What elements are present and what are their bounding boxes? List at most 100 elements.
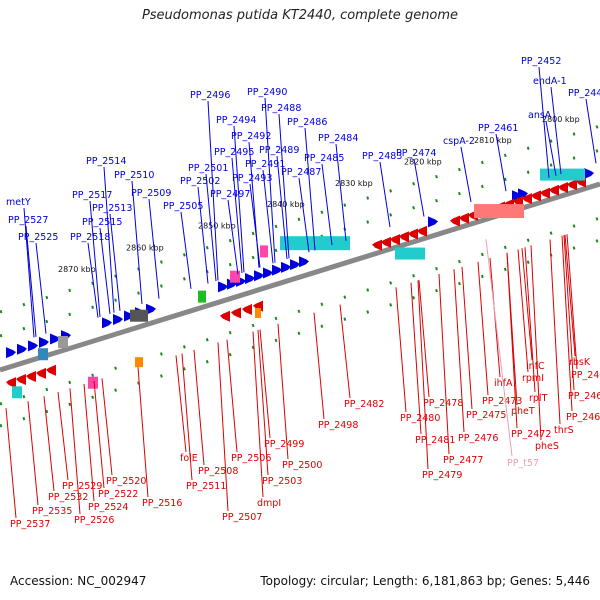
reverse-leader-line: [530, 245, 542, 441]
pink-block: [88, 376, 98, 389]
reverse-gene-label: PP_2481: [415, 435, 455, 446]
forward-gene-label: PP_2474: [396, 148, 436, 159]
reverse-gene-label: PP_2532: [48, 492, 88, 503]
reverse-gene-label: rbsK: [569, 357, 591, 368]
reverse-leader-line: [69, 388, 81, 515]
forward-leader-line: [278, 113, 290, 259]
scale-tick-label: 2850 kbp: [198, 221, 236, 230]
reverse-gene-label: folE: [180, 453, 198, 464]
forward-gene-label: PP_2525: [18, 232, 58, 243]
forward-leader-line: [379, 161, 391, 228]
scale-tick-label: 2860 kbp: [126, 244, 164, 253]
forward-gene: [17, 343, 27, 355]
forward-gene: [299, 256, 309, 268]
orange-block: [255, 307, 261, 318]
forward-leader-line: [545, 120, 557, 176]
reverse-gene-label: PP_2524: [88, 502, 128, 513]
accession-text: Accession: NC_002947: [10, 574, 147, 588]
reverse-gene-label: PP_2516: [142, 498, 182, 509]
forward-leader-line: [495, 133, 507, 192]
forward-leader-line: [207, 100, 219, 281]
reverse-gene: [522, 193, 532, 205]
forward-gene-label: PP_2505: [163, 201, 203, 212]
reverse-leader-line: [477, 261, 489, 396]
forward-gene: [518, 188, 528, 200]
reverse-leader-line: [259, 329, 271, 439]
reverse-gene: [381, 236, 391, 248]
forward-gene-label: PP_2510: [114, 170, 154, 181]
forward-leader-line: [87, 242, 99, 318]
forward-gene-label: PP_2487: [281, 167, 321, 178]
cyan-block: [12, 386, 22, 399]
forward-leader-line: [131, 180, 143, 305]
reverse-leader-line: [93, 380, 105, 489]
reverse-leader-line: [226, 339, 238, 453]
forward-leader-line: [148, 198, 160, 299]
forward-gene-label: PP_2517: [72, 190, 112, 201]
forward-gene: [428, 216, 438, 228]
forward-leader-line: [264, 97, 276, 263]
forward-leader-line: [109, 213, 121, 311]
reverse-leader-line: [461, 266, 473, 410]
forward-gene-label: PP_2489: [259, 145, 299, 156]
topology-text: Topology: circular; Length: 6,181,863 bp…: [260, 574, 590, 588]
forward-gene-label: PP_2497: [210, 189, 250, 200]
forward-leader-line: [538, 66, 550, 178]
forward-gene: [124, 310, 134, 322]
gray-block: [58, 336, 68, 349]
reverse-leader-line: [517, 249, 529, 373]
reverse-gene: [26, 370, 36, 382]
forward-leader-line: [233, 125, 245, 273]
scale-tick-label: 2800 kbp: [542, 115, 580, 124]
reverse-leader-line: [418, 280, 430, 398]
reverse-gene: [531, 190, 541, 202]
gray-block: [130, 309, 148, 322]
pink-block: [260, 245, 268, 258]
green-block: [198, 290, 206, 303]
forward-leader-line: [103, 166, 115, 313]
forward-leader-line: [197, 186, 209, 284]
reverse-gene: [558, 182, 568, 194]
reverse-leader-line: [5, 408, 17, 519]
forward-gene: [290, 259, 300, 271]
forward-gene: [584, 167, 594, 179]
reverse-gene: [372, 239, 382, 251]
reverse-gene-label: rplT: [529, 393, 548, 404]
reverse-leader-line: [410, 282, 422, 435]
forward-gene-label: PP_2488: [261, 103, 301, 114]
scale-tick-label: 2810 kbp: [474, 136, 512, 145]
cyan-block: [280, 236, 350, 251]
reverse-gene: [540, 187, 550, 199]
forward-gene: [227, 278, 237, 290]
forward-gene-label: PP_2452: [521, 56, 561, 67]
forward-leader-line: [23, 207, 35, 338]
reverse-leader-line: [83, 383, 95, 502]
forward-gene-label: PP_2514: [86, 156, 126, 167]
forward-gene-label: PP_2485: [304, 153, 344, 164]
orange-block: [135, 357, 143, 368]
reverse-gene: [567, 179, 577, 191]
reverse-leader-line: [563, 235, 575, 391]
reverse-gene-label: PP_2537: [10, 519, 50, 530]
forward-gene-label: cspA-2: [443, 136, 475, 147]
forward-gene: [146, 303, 156, 315]
forward-leader-line: [321, 163, 333, 246]
reverse-gene: [399, 231, 409, 243]
reverse-gene-label: infC: [526, 361, 545, 372]
forward-gene-label: PP_2486: [287, 117, 327, 128]
forward-gene: [281, 261, 291, 273]
reverse-leader-line: [193, 349, 205, 466]
forward-gene-label: PP_2483: [362, 151, 402, 162]
forward-gene-label: PP_2492: [231, 131, 271, 142]
reverse-leader-line: [217, 342, 229, 512]
forward-gene: [50, 333, 60, 345]
forward-gene-label: PP_2496: [190, 90, 230, 101]
reverse-gene: [16, 374, 26, 386]
reverse-leader-line: [57, 391, 69, 481]
forward-leader-line: [99, 227, 111, 314]
forward-gene-label: metY: [6, 197, 31, 208]
forward-leader-line: [89, 200, 101, 318]
forward-gene: [6, 347, 16, 359]
forward-gene: [113, 313, 123, 325]
